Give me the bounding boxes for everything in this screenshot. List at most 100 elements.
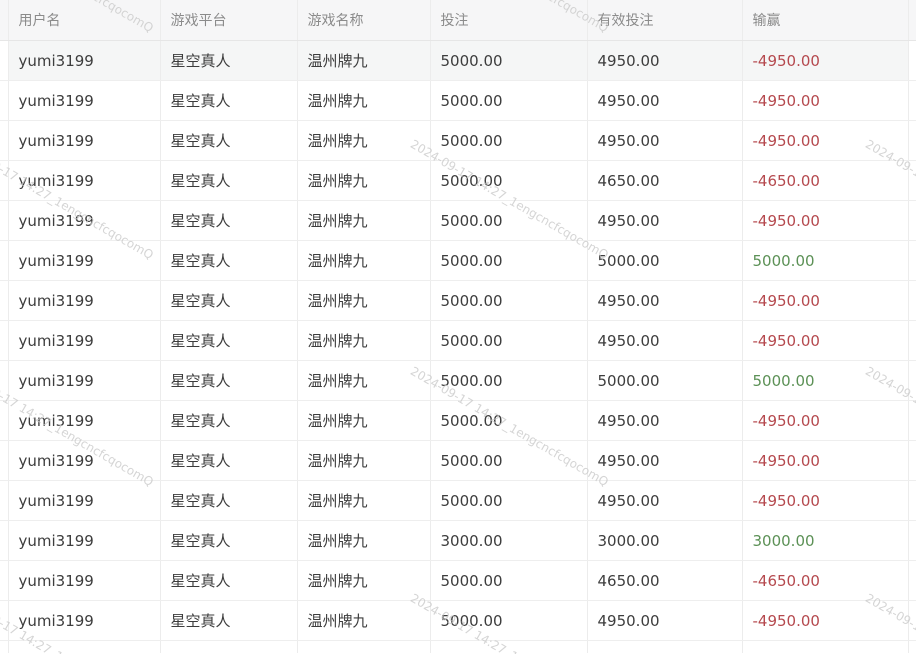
cell-game: 温州牌九 xyxy=(297,240,431,281)
cell-valid_bet: 4950.00 xyxy=(587,400,743,441)
table-row-partial xyxy=(0,640,916,653)
column-header-platform: 游戏平台 xyxy=(160,0,298,41)
edge-cell xyxy=(0,520,9,561)
cell-valid_bet: 4950.00 xyxy=(587,480,743,521)
table-row[interactable]: yumi3199 星空真人 温州牌九 5000.00 4950.00 -4950.00 xyxy=(0,480,916,521)
cell-platform: 星空真人 xyxy=(160,160,298,201)
edge-cell xyxy=(0,160,9,201)
cell-bet: 5000.00 xyxy=(430,40,588,81)
cell-platform: 星空真人 xyxy=(160,120,298,161)
cell-valid_bet: 5000.00 xyxy=(587,240,743,281)
cell-bet: 5000.00 xyxy=(430,400,588,441)
cell-game: 温州牌九 xyxy=(297,320,431,361)
cell-username: yumi3199 xyxy=(8,600,161,641)
cell-win_loss: 5000.00 xyxy=(742,240,909,281)
cell-valid_bet: 4950.00 xyxy=(587,40,743,81)
table-row[interactable]: yumi3199 星空真人 温州牌九 5000.00 4950.00 -4950.00 xyxy=(0,400,916,441)
cell-valid_bet: 4950.00 xyxy=(587,280,743,321)
table-row[interactable]: yumi3199 星空真人 温州牌九 5000.00 5000.00 5000.00 xyxy=(0,360,916,401)
cell-valid_bet: 3000.00 xyxy=(587,520,743,561)
edge-cell xyxy=(908,480,916,521)
cell-platform: 星空真人 xyxy=(160,280,298,321)
table-row[interactable]: yumi3199 星空真人 温州牌九 5000.00 4950.00 -4950.00 xyxy=(0,40,916,81)
cell-username: yumi3199 xyxy=(8,360,161,401)
edge-cell xyxy=(908,240,916,281)
cell-win_loss: -4950.00 xyxy=(742,120,909,161)
cell-valid_bet: 4950.00 xyxy=(587,120,743,161)
cell-win_loss: 5000.00 xyxy=(742,360,909,401)
cell-game: 温州牌九 xyxy=(297,520,431,561)
cell-bet: 5000.00 xyxy=(430,80,588,121)
cell-platform: 星空真人 xyxy=(160,440,298,481)
edge-cell xyxy=(0,640,9,653)
cell-platform: 星空真人 xyxy=(160,240,298,281)
cell-win_loss: -4950.00 xyxy=(742,80,909,121)
cell-bet: 5000.00 xyxy=(430,560,588,601)
cell-valid_bet: 4650.00 xyxy=(587,160,743,201)
cell-game: 温州牌九 xyxy=(297,160,431,201)
table-row[interactable]: yumi3199 星空真人 温州牌九 5000.00 4950.00 -4950.00 xyxy=(0,80,916,121)
table-row[interactable]: yumi3199 星空真人 温州牌九 5000.00 4650.00 -4650.00 xyxy=(0,160,916,201)
edge-cell xyxy=(908,200,916,241)
edge-cell xyxy=(908,40,916,81)
cell-valid_bet: 4650.00 xyxy=(587,560,743,601)
cell-win_loss xyxy=(742,640,909,653)
table-row[interactable]: yumi3199 星空真人 温州牌九 5000.00 4650.00 -4650.00 xyxy=(0,560,916,601)
edge-cell xyxy=(0,80,9,121)
column-header-username: 用户名 xyxy=(8,0,161,41)
column-header-bet: 投注 xyxy=(430,0,588,41)
cell-game: 温州牌九 xyxy=(297,80,431,121)
edge-cell xyxy=(0,0,9,41)
cell-username: yumi3199 xyxy=(8,80,161,121)
cell-username: yumi3199 xyxy=(8,280,161,321)
cell-bet: 5000.00 xyxy=(430,280,588,321)
cell-valid_bet: 4950.00 xyxy=(587,200,743,241)
edge-cell xyxy=(0,120,9,161)
cell-username: yumi3199 xyxy=(8,400,161,441)
edge-cell xyxy=(0,240,9,281)
cell-game: 温州牌九 xyxy=(297,40,431,81)
table-header-row: 用户名 游戏平台 游戏名称 投注 有效投注 输赢 xyxy=(0,0,916,41)
edge-cell xyxy=(0,360,9,401)
table-row[interactable]: yumi3199 星空真人 温州牌九 5000.00 4950.00 -4950.00 xyxy=(0,600,916,641)
cell-win_loss: -4650.00 xyxy=(742,560,909,601)
cell-valid_bet: 5000.00 xyxy=(587,360,743,401)
cell-win_loss: -4650.00 xyxy=(742,160,909,201)
cell-win_loss: 3000.00 xyxy=(742,520,909,561)
table-header: 用户名 游戏平台 游戏名称 投注 有效投注 输赢 xyxy=(0,0,916,41)
cell-platform: 星空真人 xyxy=(160,200,298,241)
table-row[interactable]: yumi3199 星空真人 温州牌九 5000.00 4950.00 -4950.00 xyxy=(0,120,916,161)
cell-platform: 星空真人 xyxy=(160,320,298,361)
cell-platform: 星空真人 xyxy=(160,360,298,401)
cell-win_loss: -4950.00 xyxy=(742,400,909,441)
edge-cell xyxy=(908,120,916,161)
column-header-win_loss: 输赢 xyxy=(742,0,909,41)
cell-valid_bet: 4950.00 xyxy=(587,80,743,121)
cell-bet: 5000.00 xyxy=(430,240,588,281)
cell-win_loss: -4950.00 xyxy=(742,440,909,481)
table-row[interactable]: yumi3199 星空真人 温州牌九 5000.00 4950.00 -4950.00 xyxy=(0,280,916,321)
table-row[interactable]: yumi3199 星空真人 温州牌九 5000.00 4950.00 -4950.00 xyxy=(0,440,916,481)
edge-cell xyxy=(908,440,916,481)
cell-username: yumi3199 xyxy=(8,320,161,361)
cell-platform: 星空真人 xyxy=(160,600,298,641)
table-row[interactable]: yumi3199 星空真人 温州牌九 5000.00 4950.00 -4950.00 xyxy=(0,320,916,361)
cell-username: yumi3199 xyxy=(8,40,161,81)
edge-cell xyxy=(908,560,916,601)
cell-game: 温州牌九 xyxy=(297,280,431,321)
cell-game: 温州牌九 xyxy=(297,120,431,161)
cell-username: yumi3199 xyxy=(8,560,161,601)
cell-win_loss: -4950.00 xyxy=(742,480,909,521)
cell-platform xyxy=(160,640,298,653)
table-row[interactable]: yumi3199 星空真人 温州牌九 3000.00 3000.00 3000.00 xyxy=(0,520,916,561)
edge-cell xyxy=(908,520,916,561)
cell-game: 温州牌九 xyxy=(297,440,431,481)
cell-username: yumi3199 xyxy=(8,440,161,481)
column-header-valid_bet: 有效投注 xyxy=(587,0,743,41)
table-row[interactable]: yumi3199 星空真人 温州牌九 5000.00 5000.00 5000.00 xyxy=(0,240,916,281)
table-row[interactable]: yumi3199 星空真人 温州牌九 5000.00 4950.00 -4950.00 xyxy=(0,200,916,241)
edge-cell xyxy=(908,400,916,441)
edge-cell xyxy=(0,600,9,641)
cell-win_loss: -4950.00 xyxy=(742,600,909,641)
